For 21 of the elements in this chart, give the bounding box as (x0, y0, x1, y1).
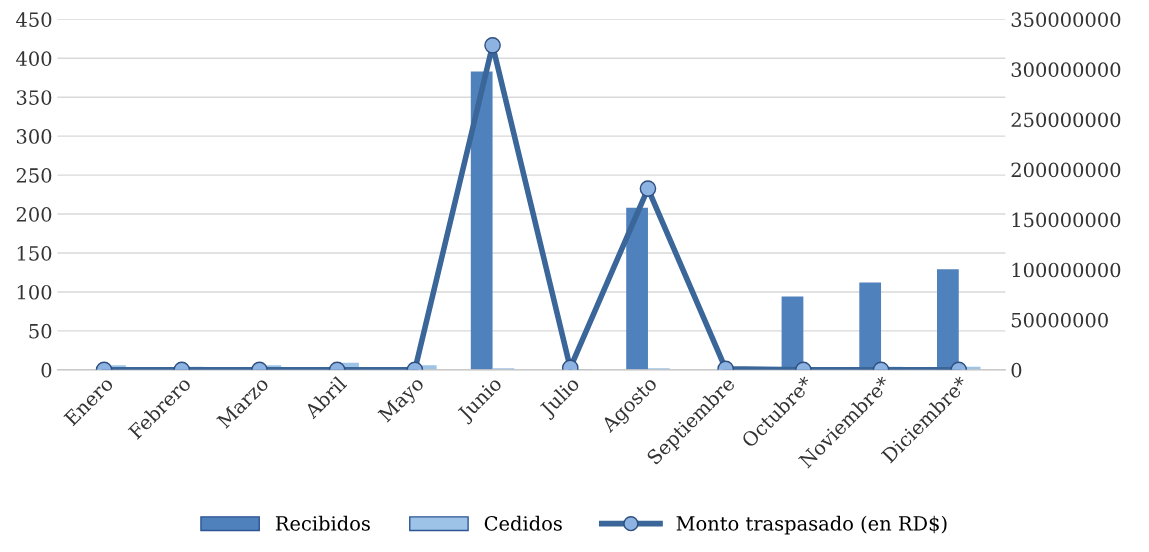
y2-tick-label: 0 (1011, 362, 1022, 378)
y-tick-label: 300 (16, 129, 52, 144)
y-tick-label: 0 (41, 362, 52, 378)
y-tick-label: 350 (16, 90, 52, 105)
y2-tick-label: 100000000 (1012, 262, 1121, 278)
y2-tick-label: 250000000 (1011, 112, 1121, 128)
y-tick-label: 150 (17, 245, 52, 261)
legend-label: Monto traspasado (en RD$) (676, 515, 947, 535)
y-tick-label: 200 (16, 207, 52, 222)
legend-label: Cedidos (484, 515, 562, 531)
y2-tick-label: 200000000 (1011, 162, 1121, 178)
y-tick-label: 250 (16, 168, 52, 183)
y2-tick-label: 300000000 (1011, 62, 1121, 78)
y-tick-label: 450 (16, 12, 52, 27)
y-tick-label: 50 (29, 323, 52, 339)
y-tick-label: 400 (16, 51, 52, 66)
y-tick-label: 100 (17, 284, 52, 300)
y2-tick-label: 50000000 (1011, 312, 1108, 328)
legend-label: Recibidos (275, 515, 370, 531)
y2-tick-label: 350000000 (1011, 12, 1121, 27)
y2-tick-label: 150000000 (1012, 212, 1121, 228)
